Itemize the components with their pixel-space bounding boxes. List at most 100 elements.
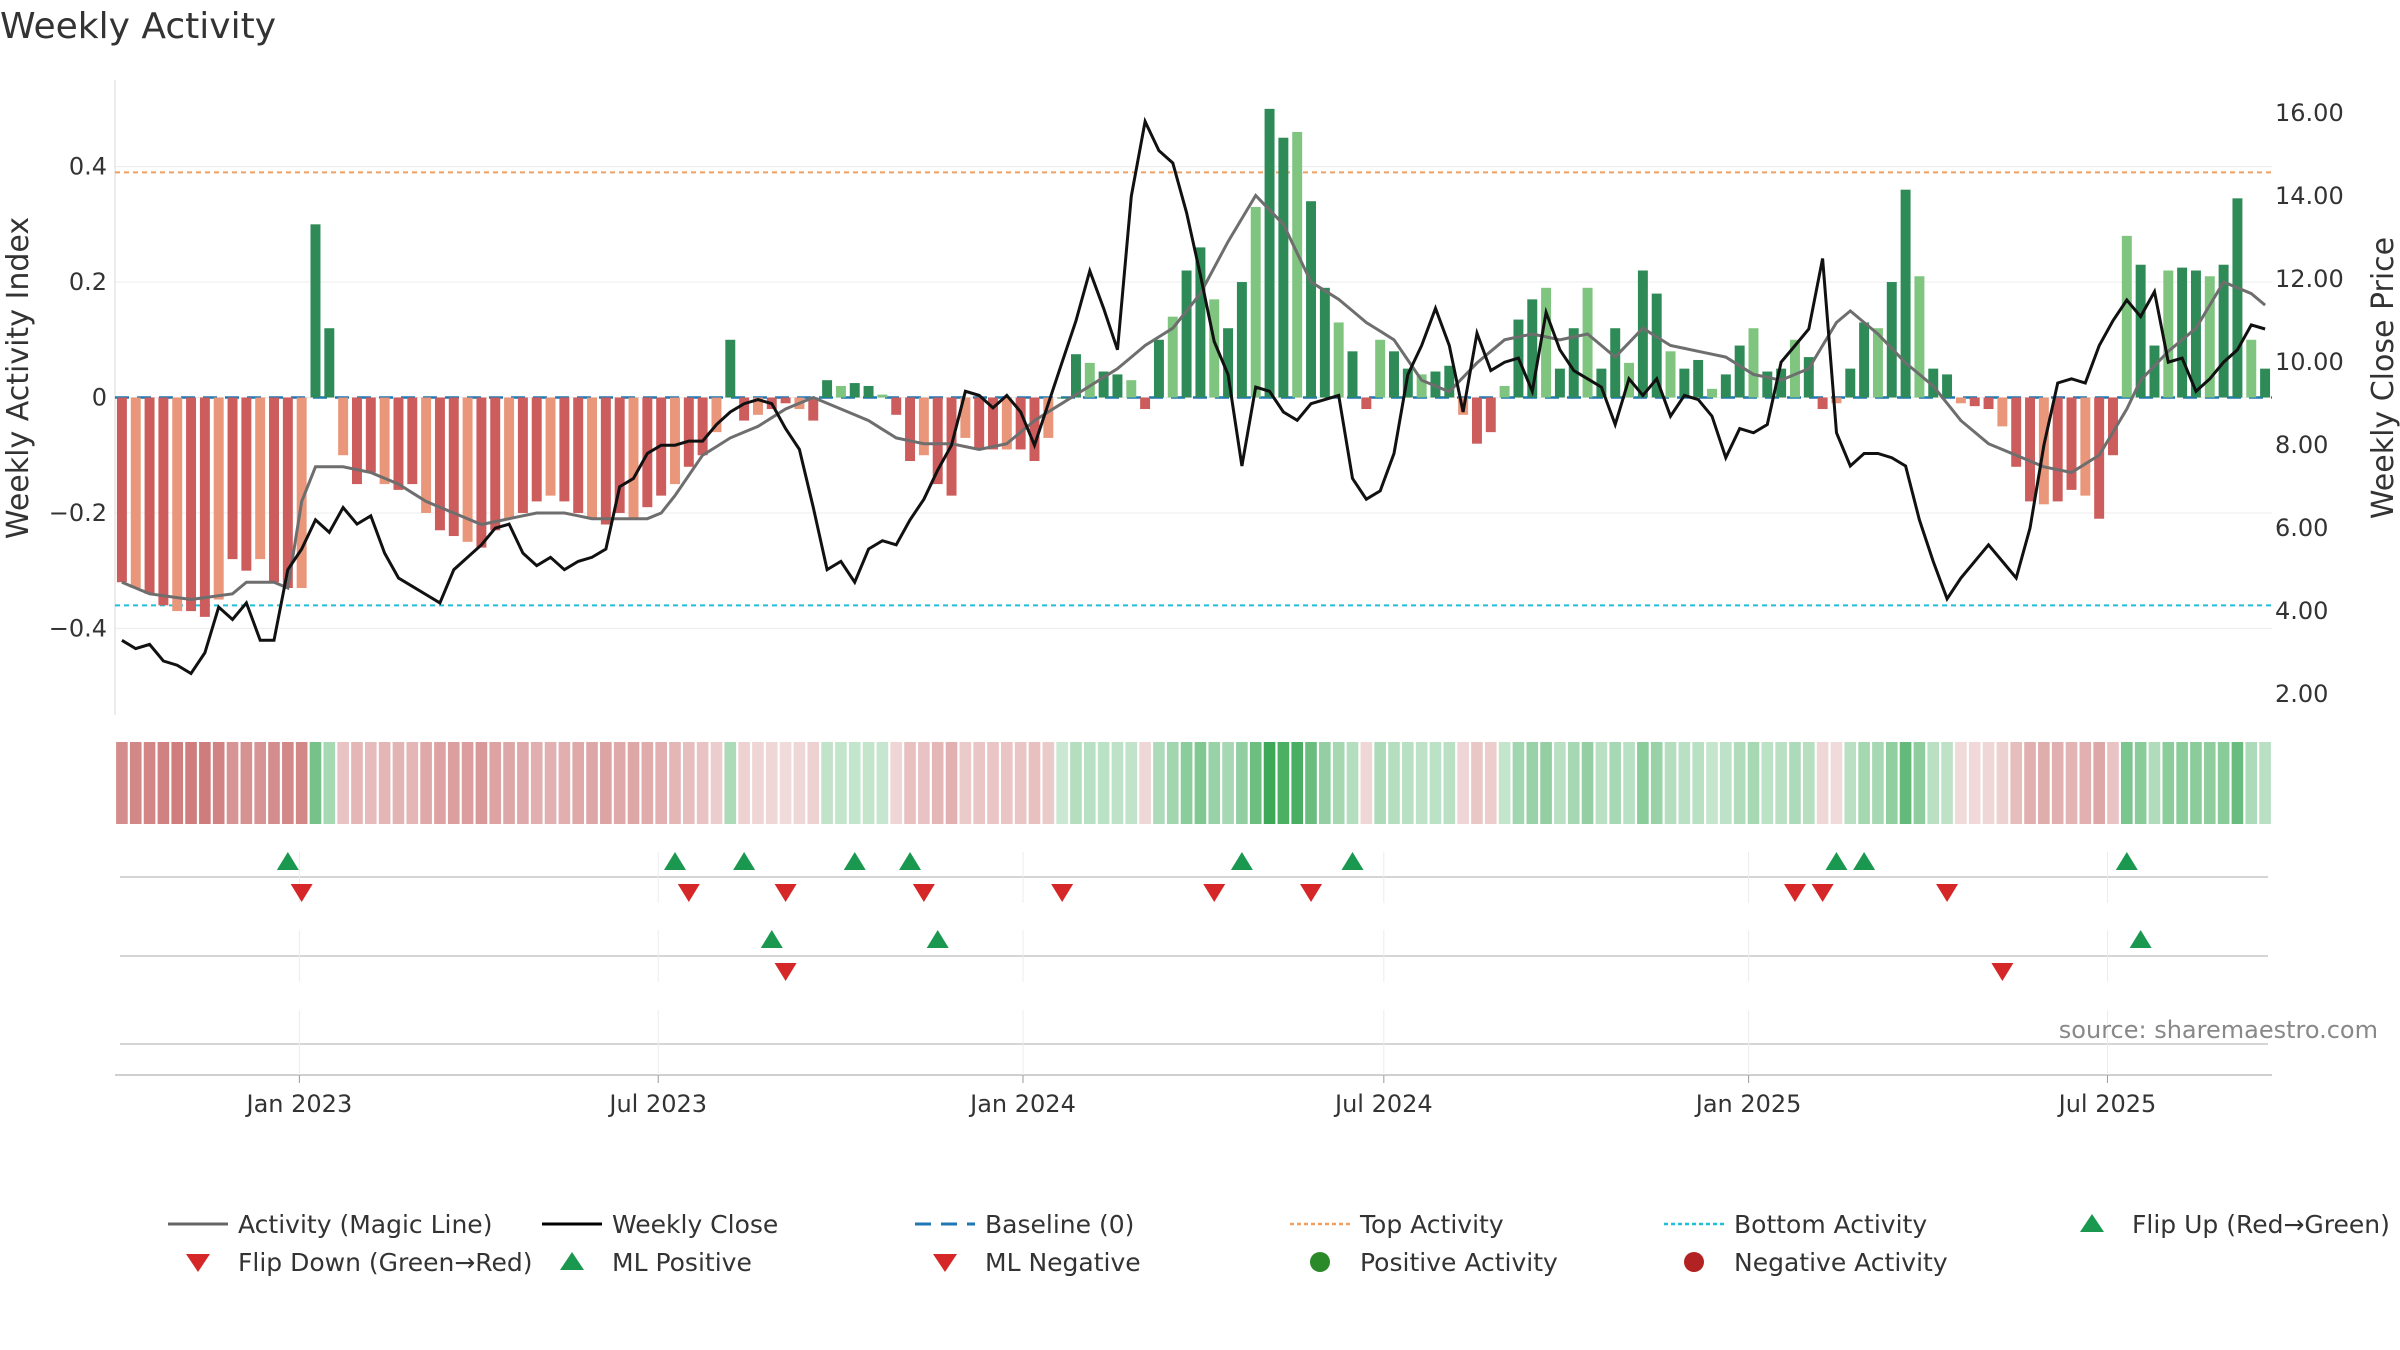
strip-cell bbox=[392, 742, 405, 824]
activity-bar bbox=[434, 397, 445, 531]
x-tick-label: Jan 2024 bbox=[968, 1090, 1076, 1118]
strip-cell bbox=[1747, 742, 1760, 824]
activity-bar bbox=[1817, 397, 1828, 410]
strip-cell bbox=[959, 742, 972, 824]
strip-cell bbox=[2038, 742, 2050, 824]
strip-cell bbox=[627, 742, 640, 824]
activity-bar bbox=[1236, 282, 1247, 398]
activity-bar bbox=[1001, 397, 1012, 450]
activity-bar bbox=[1582, 287, 1593, 398]
activity-bar bbox=[835, 385, 846, 398]
activity-bar bbox=[863, 385, 874, 398]
flip-up-marker bbox=[276, 852, 299, 870]
strip-cell bbox=[1083, 742, 1096, 824]
strip-cell bbox=[503, 742, 515, 824]
activity-bar bbox=[960, 397, 971, 438]
strip-cell bbox=[1305, 742, 1317, 824]
legend-label: ML Positive bbox=[612, 1248, 752, 1277]
strip-cell bbox=[1941, 742, 1953, 824]
activity-bar bbox=[1707, 388, 1717, 398]
activity-bar bbox=[780, 397, 791, 404]
x-tick-label: Jul 2025 bbox=[2057, 1090, 2157, 1118]
reference-lines bbox=[115, 171, 2272, 607]
strip-cell bbox=[1968, 742, 1981, 824]
strip-cell bbox=[1706, 742, 1718, 824]
activity-bar bbox=[808, 397, 819, 421]
strip-cell bbox=[973, 742, 985, 824]
strip-cell bbox=[641, 742, 654, 824]
activity-bar bbox=[1181, 270, 1192, 398]
activity-bar bbox=[1209, 299, 1220, 398]
strip-cell bbox=[475, 742, 488, 824]
activity-bar bbox=[1444, 365, 1455, 398]
activity-bar bbox=[255, 397, 266, 560]
activity-bar bbox=[1651, 293, 1662, 398]
strip-cell bbox=[337, 742, 349, 824]
activity-bar bbox=[531, 397, 542, 502]
activity-bar bbox=[1845, 368, 1856, 398]
strip-cell bbox=[1885, 742, 1898, 824]
strip-cell bbox=[1222, 742, 1234, 824]
strip-cell bbox=[1595, 742, 1608, 824]
strip-cell bbox=[1567, 742, 1580, 824]
flip-up-marker bbox=[1341, 852, 1364, 870]
strip-cell bbox=[2231, 742, 2244, 824]
legend-item: Flip Up (Red→Green) bbox=[2080, 1210, 2390, 1239]
activity-bar bbox=[2204, 276, 2215, 398]
y-right-tick-label: 12.00 bbox=[2275, 265, 2344, 293]
strip-cell bbox=[1996, 742, 2009, 824]
legend-swatch-triangle-down bbox=[186, 1254, 210, 1272]
activity-bar bbox=[476, 397, 487, 548]
activity-bar bbox=[379, 397, 390, 485]
activity-bar bbox=[1900, 189, 1911, 398]
ml-positive-marker bbox=[760, 930, 783, 948]
y-right-tick-label: 10.00 bbox=[2275, 348, 2344, 376]
activity-bar bbox=[2163, 270, 2174, 398]
activity-bar bbox=[213, 397, 224, 600]
activity-bar bbox=[1485, 397, 1496, 433]
activity-bar bbox=[2190, 270, 2201, 398]
activity-bar bbox=[1029, 397, 1040, 461]
legend-item: ML Positive bbox=[560, 1248, 752, 1277]
strip-cell bbox=[696, 742, 709, 824]
activity-bar bbox=[988, 397, 998, 450]
strip-cell bbox=[489, 742, 502, 824]
activity-bar bbox=[1070, 354, 1081, 398]
legend-swatch-circle bbox=[1310, 1252, 1330, 1272]
activity-bar bbox=[310, 224, 321, 398]
activity-bar bbox=[1831, 397, 1842, 404]
ml-negative-marker bbox=[774, 963, 797, 981]
strip-cell bbox=[1858, 742, 1870, 824]
legend: Activity (Magic Line) Weekly Close Baselin… bbox=[168, 1210, 2390, 1277]
activity-bar bbox=[2108, 397, 2118, 456]
strip-cell bbox=[987, 742, 999, 824]
strip-cell bbox=[904, 742, 916, 824]
strip-cell bbox=[1927, 742, 1940, 824]
strip-cell bbox=[724, 742, 737, 824]
legend-label: Baseline (0) bbox=[985, 1210, 1134, 1239]
activity-bar bbox=[2080, 397, 2091, 496]
legend-item: Negative Activity bbox=[1684, 1248, 1948, 1277]
strip-cell bbox=[268, 742, 280, 824]
legend-swatch-circle bbox=[1684, 1252, 1704, 1272]
activity-bar bbox=[1997, 397, 2008, 427]
strip-cell bbox=[2093, 742, 2105, 824]
y-right-tick-label: 6.00 bbox=[2275, 514, 2328, 542]
strip-cell bbox=[323, 742, 336, 824]
strip-cell bbox=[1153, 742, 1165, 824]
legend-item: ML Negative bbox=[933, 1248, 1141, 1277]
strip-cell bbox=[669, 742, 681, 824]
activity-bar bbox=[1223, 328, 1234, 398]
strip-cell bbox=[212, 742, 225, 824]
strip-cell bbox=[1208, 742, 1221, 824]
activity-bar bbox=[739, 397, 750, 421]
strip-cell bbox=[2065, 742, 2078, 824]
flip-up-marker bbox=[1230, 852, 1253, 870]
legend-label: Flip Up (Red→Green) bbox=[2132, 1210, 2390, 1239]
y-right-tick-label: 16.00 bbox=[2275, 99, 2344, 127]
activity-bar bbox=[2135, 264, 2146, 398]
activity-bar bbox=[1859, 322, 1870, 398]
strip-cell bbox=[1111, 742, 1124, 824]
activity-bar bbox=[1969, 397, 1980, 407]
